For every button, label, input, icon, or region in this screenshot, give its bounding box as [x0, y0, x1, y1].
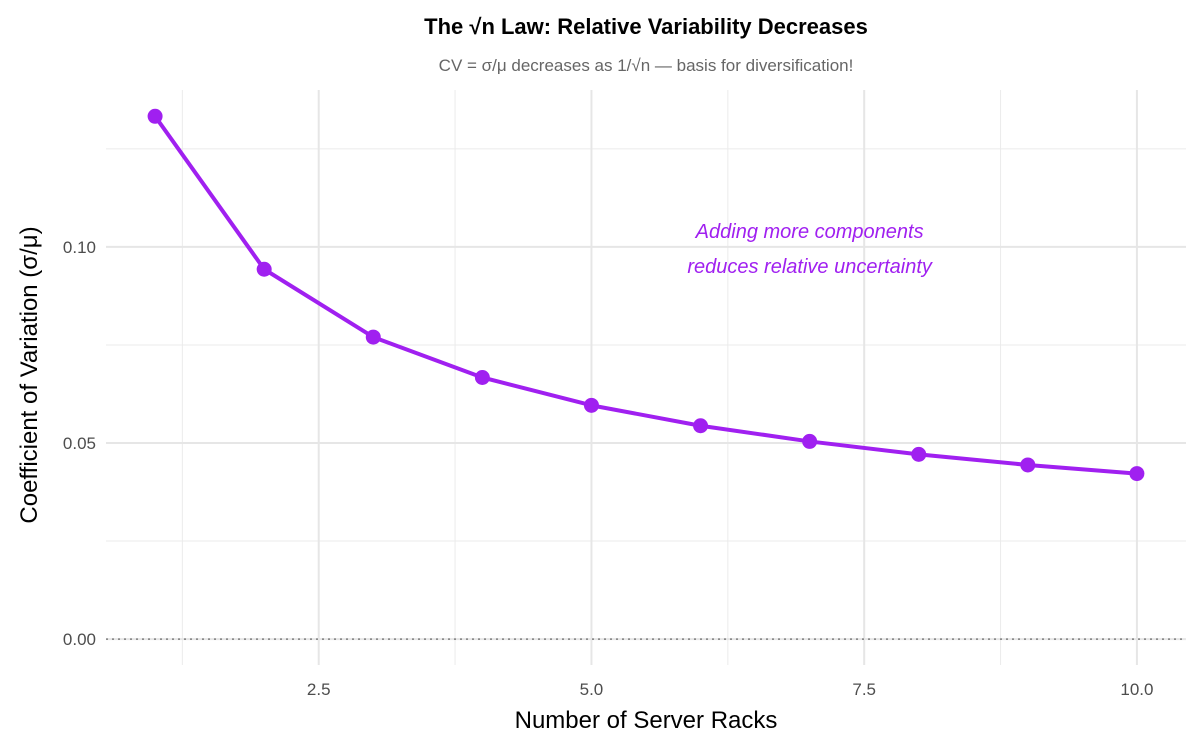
x-tick-label: 7.5: [852, 680, 876, 699]
chart-title: The √n Law: Relative Variability Decreas…: [424, 14, 868, 39]
data-point: [583, 397, 599, 413]
data-point: [693, 418, 709, 434]
axis-ticks: 2.5 5.0 7.5 10.0 0.00 0.05 0.10: [63, 238, 1154, 699]
y-tick-label: 0.10: [63, 238, 96, 257]
data-point: [474, 370, 490, 385]
x-tick-label: 2.5: [307, 680, 331, 699]
grid-lines: [106, 90, 1186, 665]
data-point: [1129, 466, 1145, 482]
y-tick-label: 0.05: [63, 434, 96, 453]
data-point: [1020, 457, 1036, 473]
x-axis-label: Number of Server Racks: [515, 707, 778, 734]
data-point: [256, 261, 272, 277]
series-line: [153, 115, 1138, 476]
x-tick-label: 10.0: [1120, 680, 1153, 699]
data-series: [147, 108, 1145, 482]
y-axis-label: Coefficient of Variation (σ/μ): [16, 226, 43, 523]
data-point: [147, 108, 163, 124]
annotation-line-2: reduces relative uncertainty: [687, 256, 933, 278]
data-point: [911, 446, 927, 462]
data-point: [802, 433, 818, 449]
data-point: [365, 329, 381, 345]
y-tick-label: 0.00: [63, 630, 96, 649]
annotation-line-1: Adding more components: [695, 221, 924, 243]
x-tick-label: 5.0: [580, 680, 604, 699]
chart-subtitle: CV = σ/μ decreases as 1/√n — basis for d…: [439, 56, 854, 75]
